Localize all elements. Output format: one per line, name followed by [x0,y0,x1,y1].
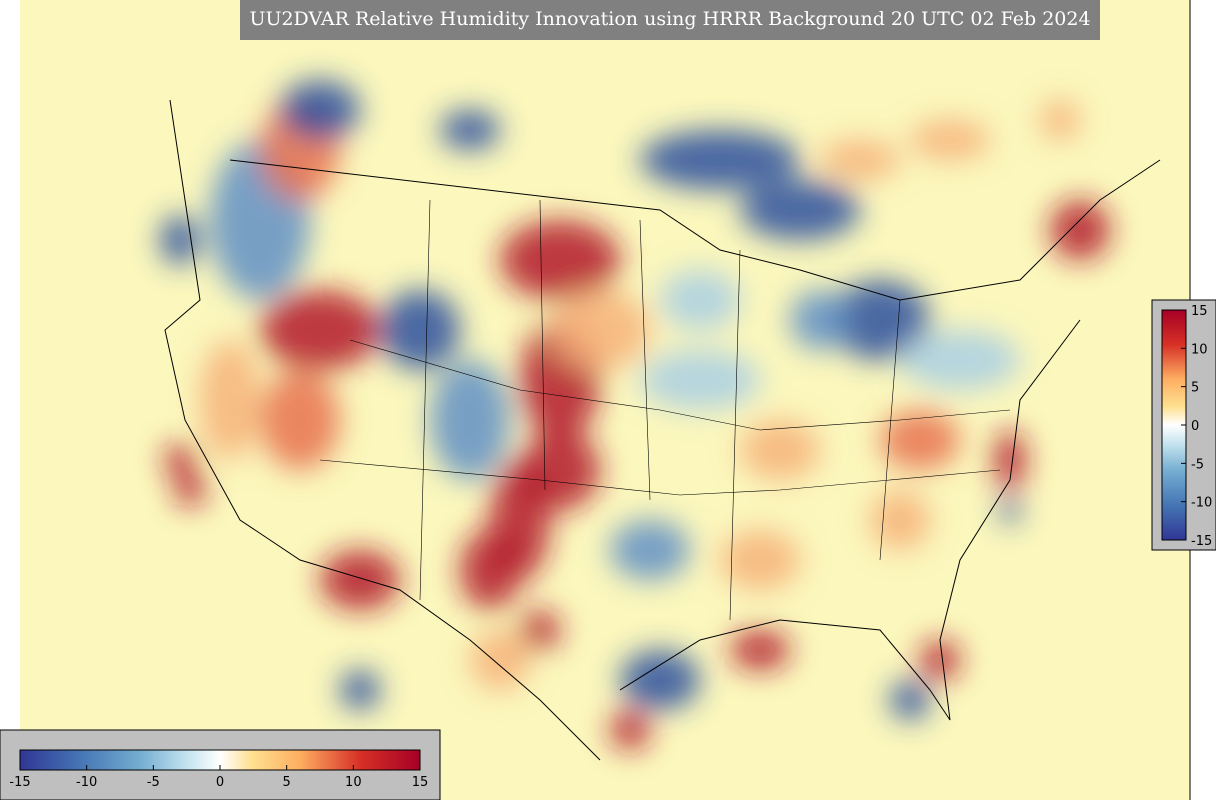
humidity-blob [1000,496,1020,524]
humidity-blob [520,610,560,650]
state-line [419,199,901,621]
humidity-blob [610,520,690,580]
humidity-blob [160,215,200,265]
humidity-blob [340,670,380,710]
coastline [164,99,601,761]
humidity-blob [920,640,960,680]
humidity-blob [660,270,740,330]
humidity-blob [440,110,500,150]
humidity-blob [870,490,930,550]
tick-label: -10 [76,775,97,790]
humidity-blob [994,430,1026,490]
humidity-blob [1040,100,1080,140]
humidity-blob [164,444,196,476]
tick-label: -10 [1191,496,1212,511]
humidity-blob [320,550,400,610]
humidity-blob [740,420,820,480]
coastline [619,319,1081,721]
humidity-blob [910,120,990,160]
border-line [229,159,1161,301]
humidity-blob [790,290,850,350]
tick-label: -15 [9,775,30,790]
humidity-blob [730,630,790,670]
state-line [349,339,1011,431]
humidity-blob [890,680,930,720]
humidity-blob [610,710,650,750]
tick-label: -5 [147,775,160,790]
tick-label: 5 [283,775,291,790]
humidity-blob [900,330,1020,390]
humidity-blob [1050,200,1110,260]
title: UU2DVAR Relative Humidity Innovation usi… [249,8,1090,30]
humidity-blob [260,290,380,370]
humidity-blob [550,290,650,370]
humidity-blob [820,140,900,180]
humidity-blob [620,650,700,710]
tick-label: -15 [1191,534,1212,549]
title-box [240,0,1100,40]
humidity-blob [430,360,510,480]
map-background [20,0,1190,800]
state-line [319,459,1001,496]
humidity-blob [640,130,800,190]
humidity-blob [740,180,860,240]
tick-label: 5 [1191,381,1199,396]
tick-label: 10 [345,775,362,790]
humidity-blob [500,220,620,300]
humidity-blob [460,530,520,610]
tick-label: 0 [216,775,224,790]
humidity-blob [200,340,260,460]
tick-label: 15 [1191,304,1208,319]
humidity-blob [830,280,930,360]
humidity-blob [380,290,460,370]
humidity-blob [470,630,530,690]
humidity-blob [720,530,800,590]
tick-label: 10 [1191,342,1208,357]
humidity-blob [880,410,960,470]
humidity-blob [280,80,360,140]
humidity-blob [640,350,760,410]
humidity-blob [174,474,206,506]
tick-label: -5 [1191,457,1204,472]
humidity-field [160,80,1110,750]
tick-label: 15 [412,775,429,790]
tick-label: 0 [1191,419,1199,434]
borders [164,99,1161,761]
humidity-blob [260,370,340,470]
